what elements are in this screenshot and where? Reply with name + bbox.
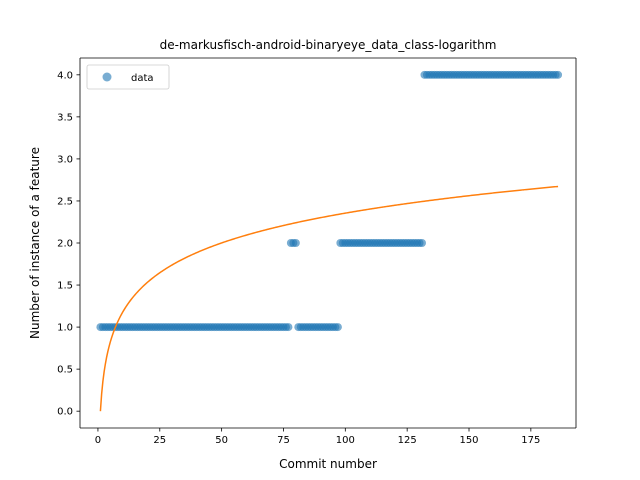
scatter-series-data xyxy=(96,70,563,332)
y-tick-label: 1.0 xyxy=(57,323,73,334)
plot-background xyxy=(80,58,576,428)
legend-label-data: data xyxy=(131,73,154,84)
y-tick-label: 2.5 xyxy=(57,196,73,207)
y-tick-label: 0.0 xyxy=(57,407,73,418)
x-tick-label: 50 xyxy=(215,435,228,446)
scatter-point xyxy=(291,239,300,247)
x-axis-title: Commit number xyxy=(279,457,377,471)
scatter-point xyxy=(284,323,293,332)
x-tick-label: 0 xyxy=(95,435,101,446)
x-tick-label: 25 xyxy=(153,435,166,446)
scatter-point xyxy=(333,323,342,332)
y-axis-title: Number of instance of a feature xyxy=(28,147,42,339)
y-axis-ticks: 0.0 0.5 1.0 1.5 2.0 2.5 3.0 3.5 4.0 xyxy=(57,70,80,418)
axes-frame xyxy=(79,57,577,429)
scatter-point xyxy=(554,70,563,79)
chart-title: de-markusfisch-android-binaryeye_data_cl… xyxy=(160,38,497,52)
x-tick-label: 100 xyxy=(336,435,355,446)
fit-curve xyxy=(99,185,559,412)
plot-area: 0 25 50 75 100 125 150 175 0.0 0.5 1.0 1.5 2.0 2.5 3.… xyxy=(57,57,577,446)
legend: data xyxy=(86,64,170,90)
scatter-point xyxy=(418,239,426,247)
x-tick-label: 150 xyxy=(459,435,478,446)
y-tick-label: 0.5 xyxy=(57,365,73,376)
y-tick-label: 1.5 xyxy=(57,281,73,292)
y-tick-label: 4.0 xyxy=(57,70,73,81)
y-tick-label: 2.0 xyxy=(57,239,73,250)
x-tick-label: 75 xyxy=(277,435,290,446)
x-tick-label: 125 xyxy=(398,435,417,446)
legend-box xyxy=(86,64,170,90)
y-tick-label: 3.5 xyxy=(57,112,73,123)
legend-marker-data xyxy=(102,72,112,82)
x-tick-label: 175 xyxy=(521,435,540,446)
y-tick-label: 3.0 xyxy=(57,154,73,165)
x-axis-ticks: 0 25 50 75 100 125 150 175 xyxy=(95,428,540,446)
